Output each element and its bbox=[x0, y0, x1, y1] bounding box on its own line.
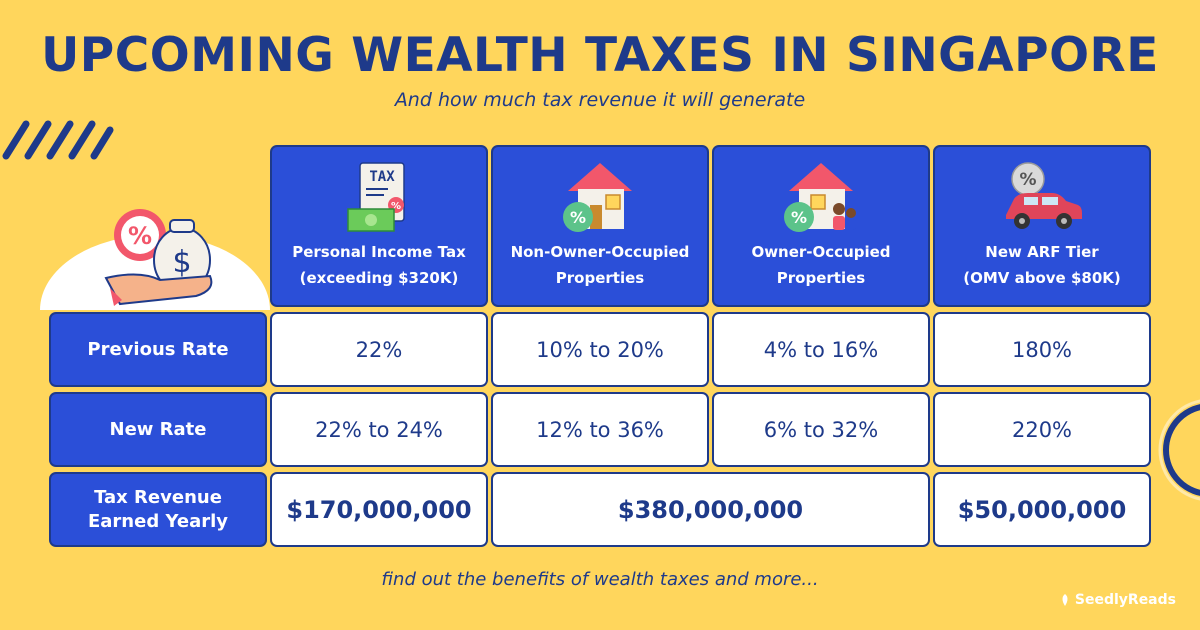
svg-text:%: % bbox=[391, 201, 401, 212]
new-rate-owner: 6% to 32% bbox=[712, 392, 930, 467]
house-percent-icon: % bbox=[563, 163, 632, 232]
header-personal-income-tax: TAX % Personal Income Tax (exceeding $32… bbox=[270, 145, 488, 307]
decorative-stripes bbox=[2, 120, 114, 160]
header-non-owner-occupied-line2: Properties bbox=[555, 269, 645, 287]
previous-rate-owner: 4% to 16% bbox=[712, 312, 930, 387]
decorative-circle-right bbox=[1158, 399, 1200, 501]
seedly-leaf-icon bbox=[1062, 594, 1068, 606]
revenue-properties: $380,000,000 bbox=[491, 472, 930, 547]
row-label-new-rate: New Rate bbox=[49, 392, 267, 467]
svg-text:%: % bbox=[128, 222, 152, 250]
revenue-income-tax: $170,000,000 bbox=[270, 472, 488, 547]
money-bag-hand-icon: % $ bbox=[104, 209, 213, 306]
new-rate-non-owner: 12% to 36% bbox=[491, 392, 709, 467]
header-arf-tier-line1: New ARF Tier bbox=[985, 243, 1099, 261]
header-owner-occupied-line1: Owner-Occupied bbox=[751, 243, 891, 261]
row-label-tax-revenue: Tax Revenue Earned Yearly bbox=[49, 472, 267, 547]
page-title: UPCOMING WEALTH TAXES IN SINGAPORE bbox=[41, 28, 1159, 83]
svg-text:%: % bbox=[791, 208, 807, 227]
header-personal-income-tax-line1: Personal Income Tax bbox=[292, 243, 466, 261]
previous-rate-non-owner: 10% to 20% bbox=[491, 312, 709, 387]
decorative-white-semicircle bbox=[40, 240, 270, 310]
header-non-owner-occupied-line1: Non-Owner-Occupied bbox=[510, 243, 690, 261]
header-owner-occupied: % Owner-Occupied Properties bbox=[712, 145, 930, 307]
family-house-percent-icon: % bbox=[784, 163, 856, 232]
page-subtitle: And how much tax revenue it will generat… bbox=[394, 89, 806, 111]
row-label-previous-rate: Previous Rate bbox=[49, 312, 267, 387]
brand-logo: SeedlyReads bbox=[1059, 592, 1176, 608]
new-rate-income-tax: 22% to 24% bbox=[270, 392, 488, 467]
svg-text:%: % bbox=[570, 208, 586, 227]
header-owner-occupied-line2: Properties bbox=[776, 269, 866, 287]
new-rate-arf: 220% bbox=[933, 392, 1151, 467]
header-arf-tier-line2: (OMV above $80K) bbox=[963, 269, 1121, 287]
previous-rate-income-tax: 22% bbox=[270, 312, 488, 387]
revenue-arf: $50,000,000 bbox=[933, 472, 1151, 547]
footer-cta-text[interactable]: find out the benefits of wealth taxes an… bbox=[381, 569, 819, 590]
tax-document-icon: TAX % bbox=[347, 162, 405, 232]
previous-rate-arf: 180% bbox=[933, 312, 1151, 387]
svg-text:TAX: TAX bbox=[369, 169, 395, 185]
svg-text:%: % bbox=[1019, 170, 1036, 190]
header-personal-income-tax-line2: (exceeding $320K) bbox=[299, 269, 459, 287]
header-arf-tier: % New ARF Tier (OMV above $80K) bbox=[933, 145, 1151, 307]
header-non-owner-occupied: % Non-Owner-Occupied Properties bbox=[491, 145, 709, 307]
svg-text:$: $ bbox=[172, 245, 191, 280]
car-percent-icon: % bbox=[1006, 162, 1082, 229]
